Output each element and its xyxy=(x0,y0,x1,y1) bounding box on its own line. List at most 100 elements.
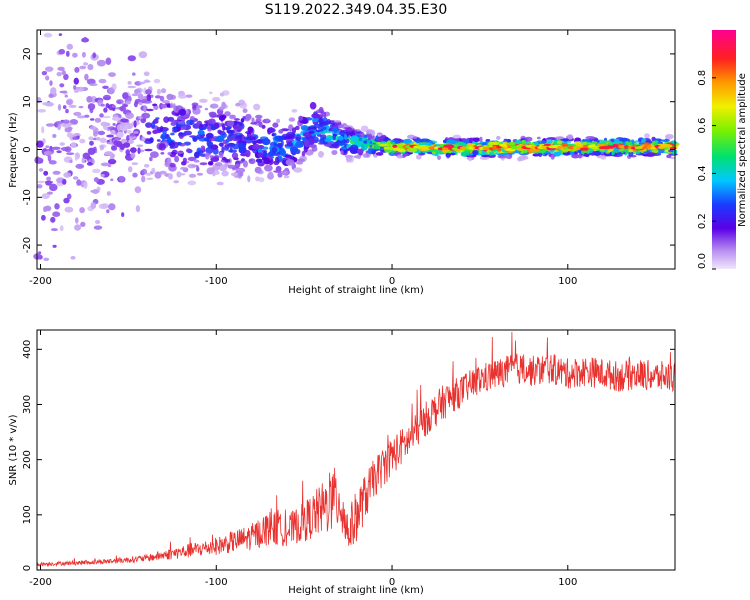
spectral-blob-2442 xyxy=(61,178,67,185)
spectral-blob-2518 xyxy=(668,149,674,153)
spectral-blob-1451 xyxy=(524,136,533,142)
spectral-blob-2272 xyxy=(443,139,447,143)
spectral-blob-672 xyxy=(106,209,110,214)
spectral-blob-1996 xyxy=(111,117,121,121)
carrier-ridge-2566 xyxy=(441,147,449,151)
spectral-blob-2089 xyxy=(271,133,275,137)
spectral-blob-370 xyxy=(156,139,161,142)
spec-y-tick-label-1: -10 xyxy=(22,189,33,205)
spectral-blob-2266 xyxy=(110,129,116,135)
spectral-blob-2026 xyxy=(291,109,298,113)
spectral-blob-2251 xyxy=(54,203,60,210)
spectral-blob-2456 xyxy=(59,142,65,146)
spectral-blob-604 xyxy=(57,66,65,71)
spectral-blob-569 xyxy=(66,43,74,50)
spectral-blob-1962 xyxy=(167,152,172,156)
spectral-blob-1881 xyxy=(158,143,166,151)
spectral-blob-1928 xyxy=(359,131,365,138)
spectral-blob-2176 xyxy=(371,150,377,154)
spectral-blob-2346 xyxy=(265,118,270,123)
spectral-blob-1834 xyxy=(128,135,137,140)
spectral-blob-2060 xyxy=(452,134,462,139)
spectral-blob-2273 xyxy=(197,130,205,136)
spectral-blob-1733 xyxy=(55,120,64,125)
spectral-blob-1964 xyxy=(62,119,70,124)
snr-y-tick-label-1: 100 xyxy=(22,505,33,524)
spectral-blob-2232 xyxy=(245,113,252,121)
spectral-blob-2502 xyxy=(36,184,43,189)
spectral-blob-2234 xyxy=(210,125,217,131)
spectral-blob-2440 xyxy=(345,127,353,133)
spectral-blob-1835 xyxy=(87,64,94,71)
spectral-blob-2001 xyxy=(149,137,154,144)
spectral-blob-2196 xyxy=(657,141,663,145)
spectral-blob-2062 xyxy=(145,172,152,176)
spectral-blob-2358 xyxy=(311,113,320,119)
spectral-blob-2422 xyxy=(75,86,81,90)
spectral-blob-2542 xyxy=(308,130,315,134)
spectral-blob-1700 xyxy=(206,132,214,139)
spectral-blob-2526 xyxy=(233,125,243,130)
spectral-blob-2122 xyxy=(375,152,384,156)
spectral-blob-153 xyxy=(43,257,50,261)
spectral-blob-1489 xyxy=(167,157,172,165)
spectral-blob-1595 xyxy=(229,146,233,153)
spectral-blob-1438 xyxy=(170,102,174,108)
spectral-blob-2342 xyxy=(361,138,369,141)
spectral-blob-1628 xyxy=(413,136,418,140)
spectral-blob-493 xyxy=(52,170,61,175)
spectral-blob-2312 xyxy=(331,150,338,155)
spectral-blob-2522 xyxy=(284,136,292,139)
spectral-blob-1613 xyxy=(132,172,138,178)
spectral-blob-2019 xyxy=(120,118,129,123)
spectral-blob-2261 xyxy=(657,147,665,154)
spectral-blob-209 xyxy=(43,32,53,38)
spectral-blob-2508 xyxy=(160,135,166,139)
spectral-blob-1501 xyxy=(222,123,226,131)
spectral-blob-1392 xyxy=(159,170,167,175)
spectral-blob-2462 xyxy=(227,120,235,127)
spectral-blob-1553 xyxy=(221,170,229,177)
spectral-blob-60 xyxy=(416,154,422,160)
spectral-blob-1844 xyxy=(577,154,583,159)
spectral-blob-1582 xyxy=(99,137,107,143)
spectral-blob-469 xyxy=(669,156,676,160)
spectral-blob-536 xyxy=(89,140,94,146)
spectral-blob-2341 xyxy=(528,148,540,153)
spectral-blob-2543 xyxy=(540,140,547,144)
spectral-blob-2521 xyxy=(298,115,304,121)
spectral-blob-1368 xyxy=(92,168,101,174)
spectral-blob-2095 xyxy=(206,125,212,130)
spectral-blob-552 xyxy=(360,125,369,132)
spectral-blob-143 xyxy=(84,73,89,81)
spectral-blob-1517 xyxy=(97,130,106,136)
spectral-blob-1909 xyxy=(169,151,176,158)
spectral-blob-2499 xyxy=(123,142,131,148)
spectral-blob-2070 xyxy=(79,207,85,214)
spectral-blob-2473 xyxy=(100,121,108,127)
spectral-blob-2264 xyxy=(178,132,184,135)
spectral-blob-1398 xyxy=(78,164,83,168)
spectral-blob-2547 xyxy=(445,152,451,158)
spectral-blob-2080 xyxy=(94,117,102,123)
spectral-blob-273 xyxy=(74,224,82,231)
spectral-blob-2405 xyxy=(224,159,231,163)
spectral-blob-2237 xyxy=(226,129,235,134)
spectral-blob-639 xyxy=(79,138,86,144)
spectral-blob-2501 xyxy=(506,139,512,143)
carrier-ridge-2602 xyxy=(579,147,589,151)
spectral-blob-2450 xyxy=(278,129,284,134)
spectral-blob-1894 xyxy=(76,179,82,186)
spectral-blob-2270 xyxy=(624,141,632,145)
spectral-blob-198 xyxy=(106,134,114,138)
spectral-blob-1724 xyxy=(641,138,647,144)
spectral-blob-2490 xyxy=(515,139,521,144)
spectral-blob-2482 xyxy=(134,89,141,94)
spectral-blob-686 xyxy=(151,167,156,174)
spectral-blob-1945 xyxy=(89,125,97,130)
spectral-blob-2527 xyxy=(555,136,565,140)
spectral-blob-1896 xyxy=(162,100,171,104)
spectral-blob-2335 xyxy=(419,138,431,143)
spectral-blob-1586 xyxy=(264,164,273,172)
spectral-blob-379 xyxy=(57,123,61,131)
